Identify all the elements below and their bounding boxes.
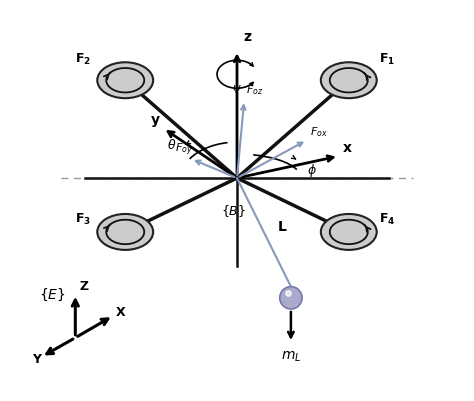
Ellipse shape	[321, 215, 377, 250]
Ellipse shape	[321, 63, 377, 99]
Text: $F_{oz}$: $F_{oz}$	[246, 83, 264, 97]
Text: $\theta$: $\theta$	[167, 138, 176, 152]
Text: $\{B\}$: $\{B\}$	[221, 203, 246, 219]
Text: $\mathbf{F_3}$: $\mathbf{F_3}$	[75, 211, 91, 226]
Text: $F_{ox}$: $F_{ox}$	[310, 125, 328, 139]
Text: $\mathbf{F_1}$: $\mathbf{F_1}$	[379, 52, 395, 67]
Text: Z: Z	[79, 279, 89, 292]
Text: $F_{oy}$: $F_{oy}$	[175, 141, 193, 158]
Text: $m_L$: $m_L$	[281, 349, 301, 363]
Text: z: z	[243, 30, 251, 44]
Circle shape	[280, 287, 302, 309]
Text: X: X	[116, 305, 126, 318]
Ellipse shape	[97, 215, 153, 250]
Text: $\phi$: $\phi$	[307, 162, 317, 179]
Text: $\mathbf{F_2}$: $\mathbf{F_2}$	[75, 52, 91, 67]
Text: L: L	[278, 219, 287, 233]
Text: y: y	[151, 113, 160, 127]
Text: Y: Y	[32, 352, 41, 365]
Text: $\psi$: $\psi$	[232, 83, 242, 95]
Text: $\mathbf{F_4}$: $\mathbf{F_4}$	[379, 211, 395, 226]
Text: x: x	[343, 140, 352, 154]
Ellipse shape	[97, 63, 153, 99]
Text: $\{E\}$: $\{E\}$	[39, 286, 66, 302]
